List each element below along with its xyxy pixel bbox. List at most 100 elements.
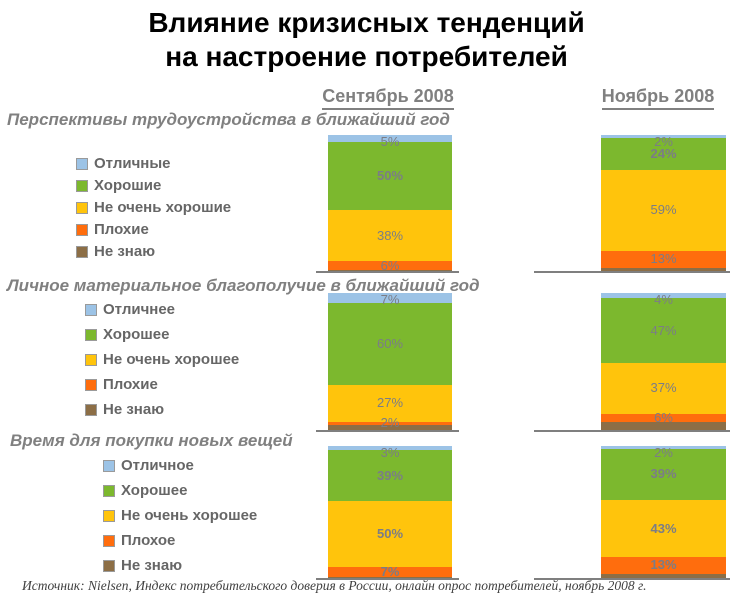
bar-segment xyxy=(601,250,726,269)
legend-item: Не очень хорошие xyxy=(76,198,231,218)
segment-label: 13% xyxy=(650,251,677,267)
legend-color-swatch xyxy=(103,535,115,547)
segment-label: 39% xyxy=(376,467,404,483)
segment-label: 60% xyxy=(376,335,404,351)
legend-color-swatch xyxy=(103,485,115,497)
legend-item: Отличное xyxy=(103,456,194,476)
bar-segment xyxy=(328,576,452,578)
legend-item: Отличнее xyxy=(85,300,175,320)
legend-color-swatch xyxy=(85,304,97,316)
bar-segment xyxy=(601,413,726,422)
legend-label: Не знаю xyxy=(121,557,183,574)
legend-item: Не очень хорошее xyxy=(85,350,239,370)
segment-label: 37% xyxy=(650,380,677,396)
segment-label: 2% xyxy=(654,445,673,460)
segment-label: 4% xyxy=(654,292,673,307)
axis-line xyxy=(316,578,459,580)
segment-label: 50% xyxy=(376,167,404,183)
axis-line xyxy=(316,430,459,432)
legend-label: Отличные xyxy=(94,155,171,172)
legend-label: Отличное xyxy=(121,457,194,474)
bar-segment xyxy=(328,446,452,450)
segment-label: 3% xyxy=(380,445,400,460)
bar-segment xyxy=(601,556,726,575)
bar-segment xyxy=(601,421,726,430)
bar-segment xyxy=(328,449,452,502)
legend-item: Плохие xyxy=(76,220,149,240)
segment-label: 59% xyxy=(650,202,677,218)
legend-label: Хорошее xyxy=(121,482,188,499)
bar-segment xyxy=(601,135,726,138)
segment-label: 47% xyxy=(650,322,677,338)
bar-segment xyxy=(328,302,452,385)
legend-label: Хорошее xyxy=(103,326,170,343)
column-header-september: Сентябрь 2008 xyxy=(316,86,460,110)
legend-color-swatch xyxy=(76,246,88,258)
legend-color-swatch xyxy=(85,379,97,391)
legend-item: Не знаю xyxy=(76,242,155,262)
segment-label: 7% xyxy=(380,292,400,307)
segment-label: 2% xyxy=(654,134,673,149)
segment-label: 27% xyxy=(376,395,404,411)
legend-color-swatch xyxy=(103,560,115,572)
segment-label: 39% xyxy=(650,466,677,482)
legend-label: Хорошие xyxy=(94,177,162,194)
legend-label: Плохие xyxy=(94,221,149,238)
legend-label: Плохие xyxy=(103,376,158,393)
bar-segment xyxy=(328,384,452,422)
legend-label: Не очень хорошее xyxy=(121,507,258,524)
axis-line xyxy=(316,271,459,273)
bar-segment xyxy=(328,501,452,568)
bar-segment xyxy=(601,268,726,271)
column-header-november: Ноябрь 2008 xyxy=(592,86,724,110)
axis-line xyxy=(534,430,730,432)
segment-label: 24% xyxy=(650,146,677,162)
bar-segment xyxy=(328,141,452,210)
legend-color-swatch xyxy=(76,180,88,192)
section-title: Время для покупки новых вещей xyxy=(10,431,293,450)
axis-line xyxy=(534,578,730,580)
bar-segment xyxy=(601,500,726,557)
legend-color-swatch xyxy=(76,158,88,170)
segment-label: 38% xyxy=(376,227,404,243)
legend-color-swatch xyxy=(85,354,97,366)
legend-color-swatch xyxy=(103,510,115,522)
legend-item: Отличные xyxy=(76,154,171,174)
legend-item: Не очень хорошее xyxy=(103,506,257,526)
segment-label: 5% xyxy=(380,134,400,149)
legend-label: Не знаю xyxy=(103,401,165,418)
legend-item: Плохие xyxy=(85,375,158,395)
section-title: Личное материальное благополучие в ближа… xyxy=(7,276,480,295)
bar-segment xyxy=(328,567,452,577)
legend-label: Плохое xyxy=(121,532,176,549)
axis-line xyxy=(534,271,730,273)
bar-segment xyxy=(328,269,452,271)
legend-label: Не очень хорошие xyxy=(94,199,232,216)
segment-label: 13% xyxy=(650,557,677,573)
bar-segment xyxy=(601,574,726,578)
section-title: Перспективы трудоустройства в ближайший … xyxy=(7,110,450,129)
segment-label: 7% xyxy=(380,564,400,580)
legend-item: Хорошее xyxy=(85,325,169,345)
legend-item: Не знаю xyxy=(103,556,182,576)
legend-color-swatch xyxy=(76,224,88,236)
legend-item: Не знаю xyxy=(85,400,164,420)
segment-label: 43% xyxy=(650,520,677,536)
legend-color-swatch xyxy=(76,202,88,214)
chart-title-line2: на настроение потребителей xyxy=(165,41,568,72)
bar-segment xyxy=(601,298,726,363)
legend-color-swatch xyxy=(85,404,97,416)
segment-label: 6% xyxy=(380,257,400,273)
bar-segment xyxy=(601,137,726,171)
source-note: Источник: Nielsen, Индекс потребительско… xyxy=(22,578,647,593)
legend-label: Не знаю xyxy=(94,243,156,260)
segment-label: 2% xyxy=(380,415,400,431)
legend-item: Хорошие xyxy=(76,176,161,196)
chart-title-line1: Влияние кризисных тенденций xyxy=(148,7,585,38)
bar-segment xyxy=(328,209,452,262)
legend-color-swatch xyxy=(85,329,97,341)
bar-segment xyxy=(601,446,726,449)
bar-segment xyxy=(328,135,452,142)
